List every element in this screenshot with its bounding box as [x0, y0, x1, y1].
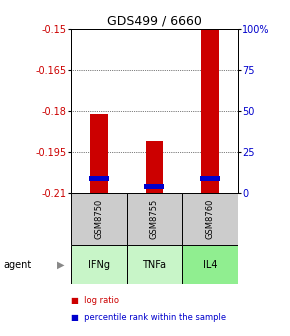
Text: ■  percentile rank within the sample: ■ percentile rank within the sample [71, 313, 226, 322]
Bar [182, 193, 238, 245]
Bar [89, 176, 109, 181]
Bar [146, 141, 163, 193]
Bar [71, 245, 127, 284]
Title: GDS499 / 6660: GDS499 / 6660 [107, 14, 202, 28]
Text: GSM8755: GSM8755 [150, 199, 159, 239]
Bar [200, 176, 220, 181]
Bar [127, 245, 182, 284]
Bar [127, 193, 182, 245]
Bar [182, 245, 238, 284]
Text: ▶: ▶ [57, 260, 65, 269]
Text: GSM8760: GSM8760 [206, 199, 215, 240]
Bar [144, 184, 164, 190]
Bar [90, 114, 108, 193]
Text: agent: agent [3, 260, 31, 269]
Text: ■  log ratio: ■ log ratio [71, 296, 119, 305]
Text: IFNg: IFNg [88, 260, 110, 269]
Text: IL4: IL4 [203, 260, 217, 269]
Text: GSM8750: GSM8750 [94, 199, 103, 239]
Bar [71, 193, 127, 245]
Bar [201, 29, 219, 193]
Text: TNFa: TNFa [142, 260, 166, 269]
